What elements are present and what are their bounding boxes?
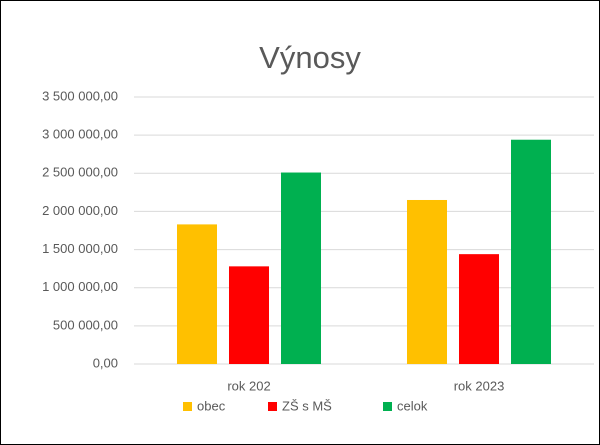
- x-tick-label: rok 202: [227, 378, 270, 393]
- bar: [281, 172, 321, 364]
- y-tick-label: 1 000 000,00: [42, 279, 118, 294]
- legend-label: ZŠ s MŠ: [282, 398, 332, 413]
- bar: [229, 266, 269, 364]
- y-tick-label: 0,00: [93, 355, 118, 370]
- legend-label: obec: [197, 398, 226, 413]
- y-tick-label: 1 500 000,00: [42, 241, 118, 256]
- y-tick-label: 2 500 000,00: [42, 165, 118, 180]
- bar: [177, 224, 217, 364]
- legend-label: celok: [397, 398, 428, 413]
- y-tick-label: 500 000,00: [53, 317, 118, 332]
- legend-swatch: [383, 402, 392, 411]
- y-tick-label: 2 000 000,00: [42, 203, 118, 218]
- y-tick-label: 3 500 000,00: [42, 88, 118, 103]
- legend-swatch: [268, 402, 277, 411]
- legend-swatch: [183, 402, 192, 411]
- bar: [459, 254, 499, 364]
- bar: [407, 199, 447, 364]
- y-tick-label: 3 000 000,00: [42, 127, 118, 142]
- chart-title: Výnosy: [259, 40, 361, 75]
- bar: [511, 139, 551, 364]
- x-tick-label: rok 2023: [454, 378, 505, 393]
